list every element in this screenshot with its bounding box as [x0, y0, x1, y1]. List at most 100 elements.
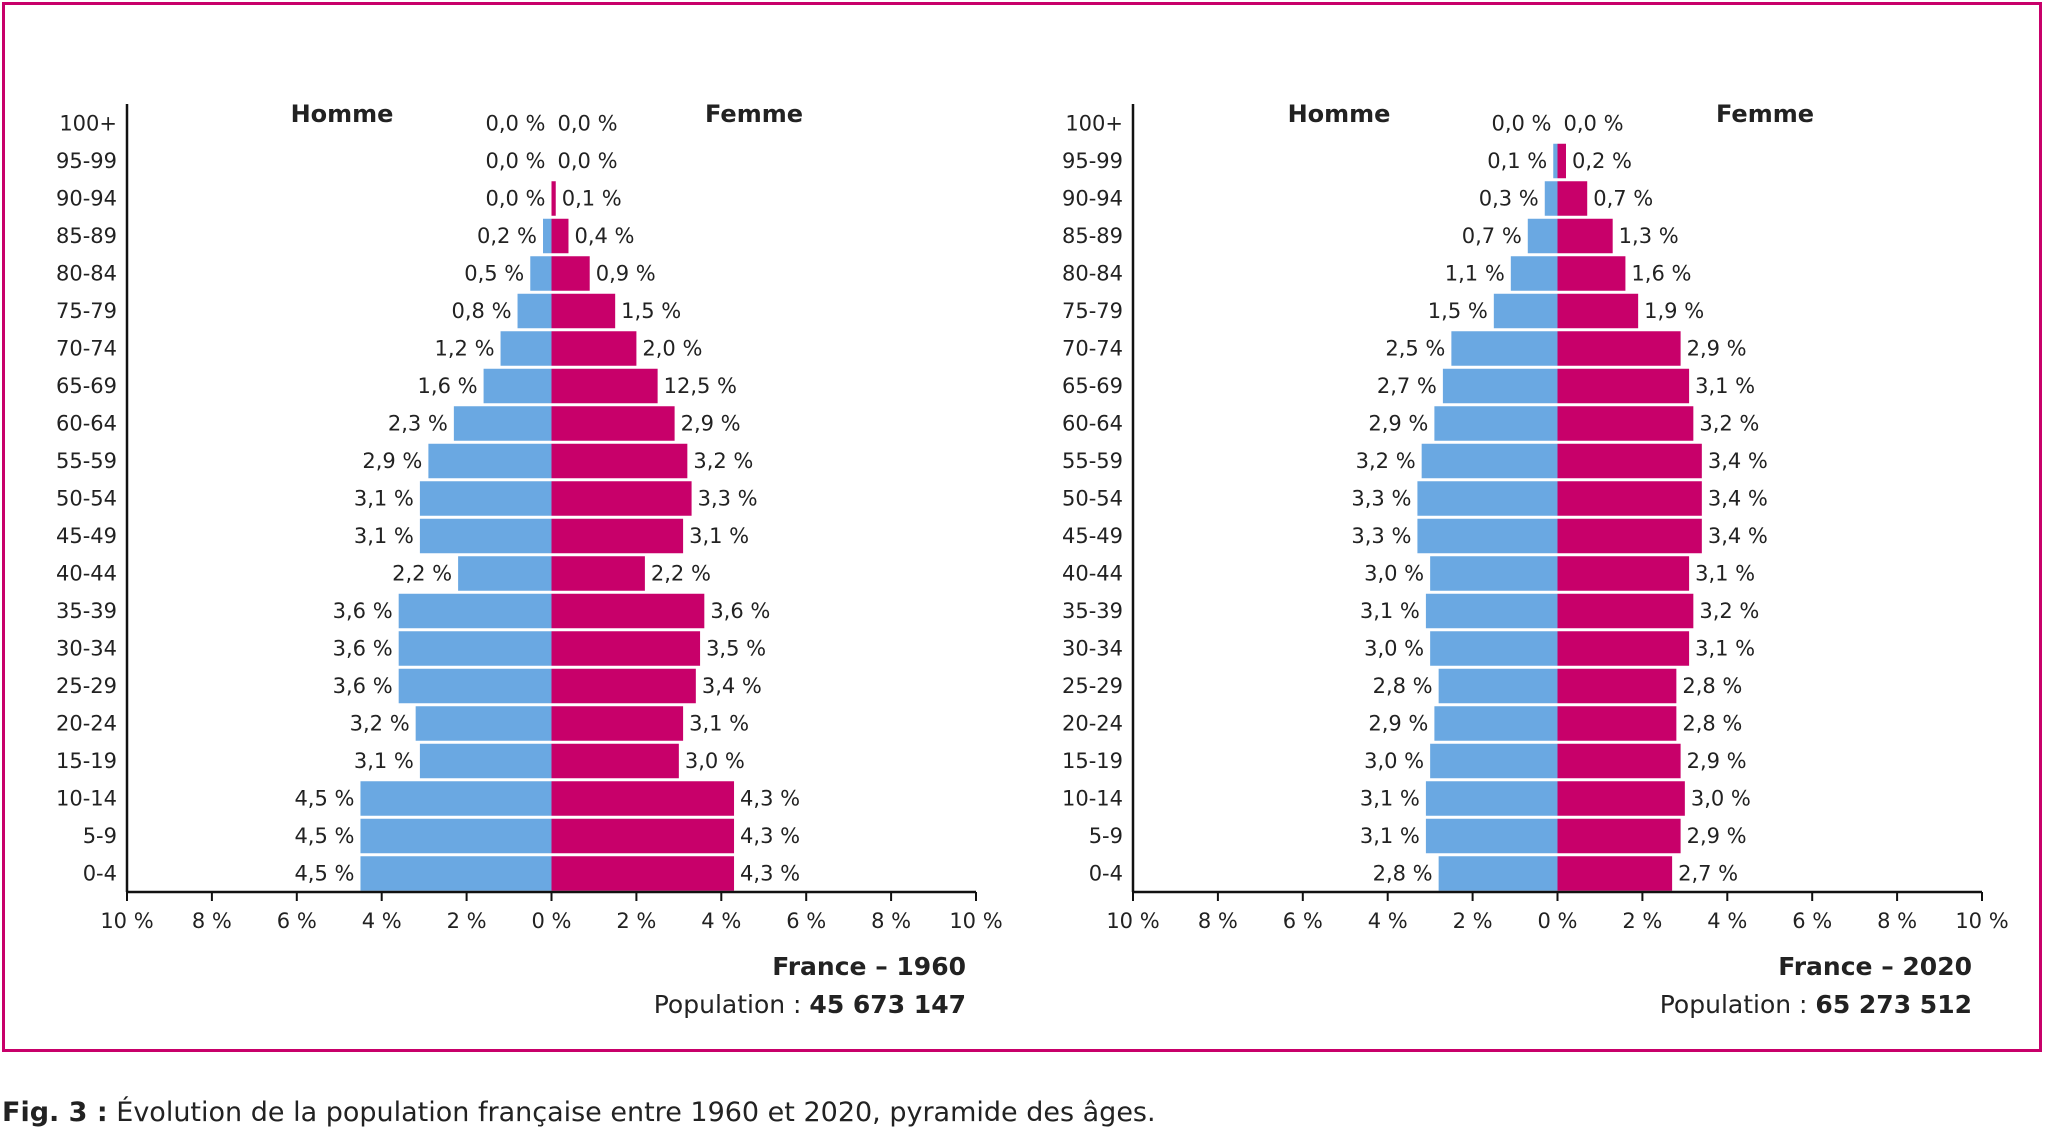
value-label-homme: 0,8 %	[452, 299, 512, 323]
chart-title: France – 2020	[1778, 952, 1972, 981]
value-label-femme: 0,0 %	[1564, 112, 1624, 136]
age-group-label: 80-84	[56, 262, 117, 286]
value-label-femme: 4,3 %	[740, 787, 800, 811]
value-label-femme: 2,9 %	[681, 412, 741, 436]
bar-homme-1960	[453, 406, 552, 441]
bar-homme-1960	[530, 256, 552, 291]
value-label-homme: 2,9 %	[1368, 412, 1428, 436]
x-tick-label: 4 %	[1368, 909, 1408, 933]
value-label-homme: 3,6 %	[333, 637, 393, 661]
bar-homme-2020	[1434, 406, 1558, 441]
bar-homme-1960	[360, 856, 552, 891]
value-label-femme: 0,9 %	[596, 262, 656, 286]
x-tick-label: 2 %	[1622, 909, 1662, 933]
bar-homme-1960	[458, 556, 552, 591]
value-label-femme: 3,1 %	[1695, 562, 1755, 586]
value-label-homme: 1,6 %	[418, 374, 478, 398]
value-label-homme: 0,0 %	[1491, 112, 1551, 136]
x-tick-label: 0 %	[532, 909, 572, 933]
bar-homme-2020	[1527, 218, 1558, 254]
value-label-femme: 3,0 %	[685, 749, 745, 773]
value-label-femme: 0,7 %	[1593, 187, 1653, 211]
age-group-label: 85-89	[1062, 224, 1123, 248]
value-label-femme: 0,0 %	[558, 112, 618, 136]
bar-femme-2020	[1557, 368, 1690, 404]
bar-homme-1960	[360, 818, 552, 854]
value-label-femme: 3,4 %	[702, 674, 762, 698]
value-label-homme: 0,0 %	[485, 149, 545, 173]
bar-homme-1960	[398, 631, 552, 666]
population-line: Population : 65 273 512	[1660, 990, 1972, 1019]
age-group-label: 85-89	[56, 224, 117, 248]
header-femme: Femme	[1716, 100, 1814, 128]
value-label-femme: 1,5 %	[621, 299, 681, 323]
bar-homme-2020	[1425, 818, 1558, 854]
age-group-label: 15-19	[56, 749, 117, 773]
age-group-label: 90-94	[56, 187, 117, 211]
value-label-femme: 3,5 %	[706, 637, 766, 661]
value-label-femme: 3,2 %	[1699, 599, 1759, 623]
bar-homme-1960	[360, 781, 552, 816]
age-group-label: 5-9	[1089, 824, 1123, 848]
value-label-femme: 2,7 %	[1678, 862, 1738, 886]
bar-femme-1960	[551, 443, 688, 479]
value-label-femme: 3,0 %	[1691, 787, 1751, 811]
bar-femme-2020	[1557, 181, 1588, 216]
value-label-femme: 1,9 %	[1644, 299, 1704, 323]
age-group-label: 5-9	[83, 824, 117, 848]
caption-label: Fig. 3 :	[2, 1097, 108, 1128]
age-group-label: 30-34	[1062, 637, 1123, 661]
x-tick-label: 8 %	[192, 909, 232, 933]
x-tick-label: 2 %	[1453, 909, 1493, 933]
bar-femme-1960	[551, 668, 696, 704]
bar-homme-1960	[415, 706, 552, 741]
value-label-homme: 3,2 %	[350, 712, 410, 736]
value-label-femme: 3,1 %	[1695, 637, 1755, 661]
bar-homme-1960	[419, 481, 552, 516]
value-label-femme: 3,2 %	[1699, 412, 1759, 436]
bar-homme-2020	[1417, 481, 1558, 516]
value-label-homme: 3,3 %	[1351, 487, 1411, 511]
age-group-label: 100+	[59, 112, 117, 136]
value-label-homme: 2,9 %	[1368, 712, 1428, 736]
age-group-label: 55-59	[56, 449, 117, 473]
value-label-homme: 4,5 %	[294, 787, 354, 811]
bar-femme-1960	[551, 781, 735, 816]
value-label-homme: 0,2 %	[477, 224, 537, 248]
bar-femme-2020	[1557, 293, 1639, 329]
value-label-homme: 3,1 %	[354, 487, 414, 511]
value-label-homme: 3,0 %	[1364, 562, 1424, 586]
figure-caption: Fig. 3 : Évolution de la population fran…	[2, 1097, 1156, 1128]
bar-femme-1960	[551, 181, 556, 216]
bar-femme-2020	[1557, 706, 1677, 741]
value-label-femme: 0,2 %	[1572, 149, 1632, 173]
bar-femme-1960	[551, 256, 590, 291]
bar-homme-2020	[1442, 368, 1558, 404]
value-label-homme: 0,1 %	[1487, 149, 1547, 173]
bar-femme-2020	[1557, 218, 1613, 254]
x-tick-label: 10 %	[100, 909, 153, 933]
value-label-femme: 3,2 %	[693, 449, 753, 473]
value-label-femme: 2,9 %	[1687, 749, 1747, 773]
age-group-label: 10-14	[56, 787, 117, 811]
x-tick-label: 10 %	[949, 909, 1002, 933]
bar-homme-2020	[1425, 593, 1558, 629]
bar-homme-2020	[1430, 556, 1558, 591]
age-group-label: 30-34	[56, 637, 117, 661]
age-group-label: 95-99	[56, 149, 117, 173]
age-group-label: 50-54	[1062, 487, 1123, 511]
x-tick-label: 6 %	[1283, 909, 1323, 933]
value-label-homme: 4,5 %	[294, 862, 354, 886]
age-group-label: 60-64	[56, 412, 117, 436]
bar-homme-2020	[1430, 743, 1558, 779]
value-label-homme: 2,7 %	[1377, 374, 1437, 398]
value-label-homme: 2,3 %	[388, 412, 448, 436]
age-group-label: 45-49	[56, 524, 117, 548]
x-tick-label: 2 %	[616, 909, 656, 933]
population-pyramids: 0,0 % 0,0 % 100+ 0,0 % 0,0 % 95-99 0,0 % 0,1 % 9…	[56, 100, 2009, 1019]
value-label-homme: 3,0 %	[1364, 749, 1424, 773]
age-group-label: 80-84	[1062, 262, 1123, 286]
bar-femme-1960	[551, 481, 692, 516]
value-label-homme: 2,8 %	[1373, 862, 1433, 886]
bar-homme-2020	[1438, 856, 1558, 891]
